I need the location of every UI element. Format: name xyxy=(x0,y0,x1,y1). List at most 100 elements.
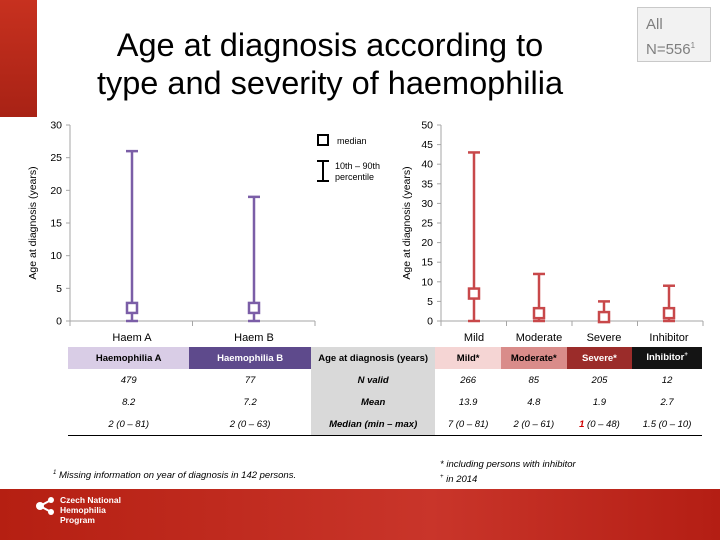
left-accent-bar xyxy=(0,0,37,117)
median-marker xyxy=(247,301,261,315)
severe-range: (0 – 48) xyxy=(584,418,620,430)
y-axis-title: Age at diagnosis (years) xyxy=(27,166,39,279)
count-label: All xyxy=(646,16,663,33)
chart-2: 0 5 10 15 20 25 30 35 40 45 50 Age at diagnosis (ye… xyxy=(401,120,704,344)
header-metric: Age at diagnosis (years) xyxy=(310,347,436,369)
footnote-text: Missing information on year of diagnosis… xyxy=(56,470,297,482)
legend-range-label-1: 10th – 90th xyxy=(335,161,380,171)
median-marker xyxy=(532,306,546,320)
header-haem-b: Haemophilia B xyxy=(189,347,311,369)
footnote-missing: 1 Missing information on year of diagnos… xyxy=(53,470,296,481)
y-tick-label: 0 xyxy=(56,316,62,328)
y-tick-label: 5 xyxy=(427,296,433,308)
y-tick-label: 30 xyxy=(421,198,433,210)
y-tick-label: 0 xyxy=(427,316,433,328)
y-tick-label: 25 xyxy=(50,152,62,164)
cell-severe: 1 (0 – 48) xyxy=(566,413,633,436)
y-axis-title: Age at diagnosis (years) xyxy=(401,166,413,279)
header-moderate: Moderate* xyxy=(500,347,567,369)
severe-median-highlight: 1 xyxy=(579,418,585,430)
legend-median-label: median xyxy=(337,136,367,146)
header-inhibitor-cell: Inhibitor+ xyxy=(632,347,702,369)
table-row: 2 (0 – 81) 2 (0 – 63) Median (min – max)… xyxy=(68,413,702,436)
chart-1: 0 5 10 15 20 25 30 Age at diagnosis (years) Haem… xyxy=(27,120,380,345)
count-footnote-mark: 1 xyxy=(690,41,696,50)
program-name-line3: Program xyxy=(60,515,95,525)
median-marker xyxy=(125,301,139,315)
y-tick-label: 5 xyxy=(56,283,62,295)
category-label: Severe xyxy=(587,332,622,344)
header-severe: Severe* xyxy=(566,347,633,369)
cell-haem-b: 77 xyxy=(244,374,256,386)
y-tick-label: 25 xyxy=(421,218,433,230)
program-name: Czech National Hemophilia Program xyxy=(60,495,121,525)
y-tick-label: 30 xyxy=(50,120,62,132)
y-tick-label: 20 xyxy=(50,185,62,197)
row-label: Mean xyxy=(310,391,436,413)
table-header-row: Haemophilia A Haemophilia B Age at diagn… xyxy=(68,347,702,369)
cell-severe: 1.9 xyxy=(592,396,607,408)
category-label: Mild xyxy=(464,332,484,344)
category-label: Haem B xyxy=(234,332,274,344)
footnote-group: * including persons with inhibitor + in … xyxy=(440,458,576,486)
cell-mild: 13.9 xyxy=(458,396,478,408)
footnote-year: + in 2014 xyxy=(440,471,576,486)
median-marker xyxy=(467,287,481,300)
category-label: Haem A xyxy=(112,332,152,344)
table-row: 479 77 N valid 266 85 205 12 xyxy=(68,369,702,391)
row-label: N valid xyxy=(310,369,436,391)
y-tick-label: 45 xyxy=(421,139,433,151)
count-value: N=556 xyxy=(646,41,691,58)
header-haem-a: Haemophilia A xyxy=(68,347,190,369)
y-tick-label: 35 xyxy=(421,178,433,190)
footnote-year-text: in 2014 xyxy=(443,474,478,486)
row-label: Median (min – max) xyxy=(310,413,436,436)
median-marker xyxy=(597,310,611,324)
table-row: 8.2 7.2 Mean 13.9 4.8 1.9 2.7 xyxy=(68,391,702,413)
footer-band xyxy=(0,489,720,540)
sample-size-box: All N=5561 xyxy=(637,7,711,62)
cell-moderate: 2 (0 – 61) xyxy=(500,413,567,436)
y-tick-label: 10 xyxy=(50,250,62,262)
title-line-1: Age at diagnosis according to xyxy=(116,27,544,63)
y-tick-label: 50 xyxy=(421,120,433,132)
cell-moderate: 4.8 xyxy=(527,396,541,408)
cell-mild: 7 (0 – 81) xyxy=(435,413,501,436)
slide-title: Age at diagnosis according to type and s… xyxy=(40,26,620,102)
cell-inhibitor: 12 xyxy=(661,374,673,386)
cell-severe: 205 xyxy=(591,374,608,386)
cell-haem-a: 8.2 xyxy=(122,396,136,408)
cell-haem-a: 2 (0 – 81) xyxy=(68,413,190,436)
y-tick-label: 15 xyxy=(50,218,62,230)
count-value-line: N=5561 xyxy=(646,35,710,60)
legend-median-icon xyxy=(317,134,329,146)
y-tick-label: 10 xyxy=(421,276,433,288)
y-tick-label: 15 xyxy=(421,257,433,269)
cell-haem-b: 7.2 xyxy=(243,396,257,408)
footnote-inhibitor: * including persons with inhibitor xyxy=(440,459,576,470)
footnote-plus-mark: + xyxy=(440,474,444,480)
category-label: Moderate xyxy=(516,332,562,344)
cell-inhibitor: 2.7 xyxy=(660,396,674,408)
program-name-line2: Hemophilia xyxy=(60,505,106,515)
header-inhibitor: Inhibitor xyxy=(646,352,685,364)
header-mild: Mild* xyxy=(435,347,501,369)
cell-haem-b: 2 (0 – 63) xyxy=(189,413,311,436)
category-label: Inhibitor xyxy=(649,332,688,344)
cell-inhibitor: 1.5 (0 – 10) xyxy=(632,413,702,436)
cell-haem-a: 479 xyxy=(120,374,137,386)
y-tick-label: 40 xyxy=(421,159,433,171)
program-name-line1: Czech National xyxy=(60,495,121,505)
summary-table: Haemophilia A Haemophilia B Age at diagn… xyxy=(68,347,702,436)
y-tick-label: 20 xyxy=(421,237,433,249)
range-charts: 0 5 10 15 20 25 30 Age at diagnosis (years) Haem… xyxy=(27,120,704,345)
program-logo-icon xyxy=(36,497,54,515)
inhibitor-mark: + xyxy=(684,352,688,359)
cell-mild: 266 xyxy=(460,374,477,386)
footnote-mark: 1 xyxy=(53,470,57,476)
cell-moderate: 85 xyxy=(528,374,540,386)
title-line-2: type and severity of haemophilia xyxy=(96,65,564,101)
legend-range-label-2: percentile xyxy=(335,172,374,182)
median-marker xyxy=(662,306,676,320)
